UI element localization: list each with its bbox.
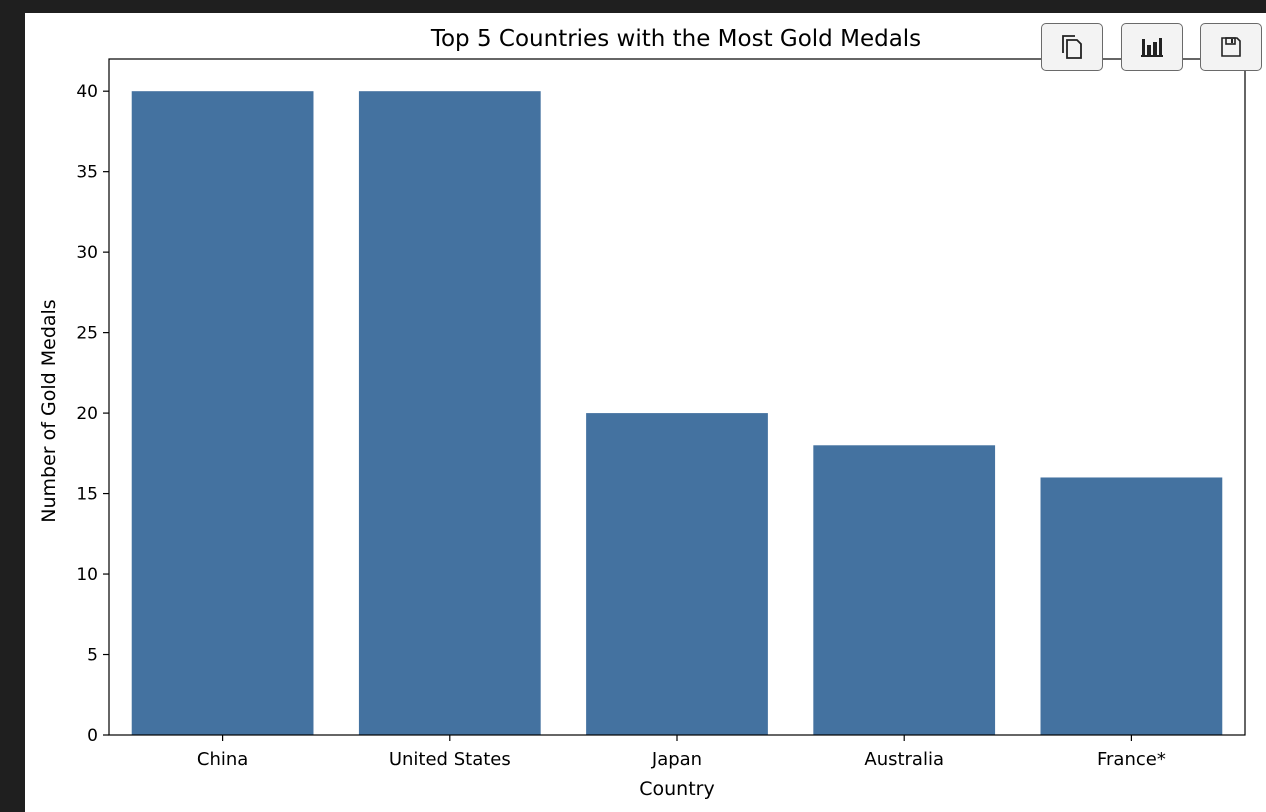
bar: [131, 91, 314, 735]
x-tick-label: China: [197, 749, 248, 770]
y-tick-label: 35: [76, 163, 98, 183]
plot-area: 0 5 10 15 20 25 30 35 40 China United States Japan A…: [76, 58, 1246, 770]
y-tick-label: 25: [76, 324, 98, 344]
figure-canvas: Top 5 Countries with the Most Gold Medal…: [25, 13, 1266, 812]
x-tick-label: Japan: [651, 749, 702, 770]
bar: [586, 413, 768, 735]
x-tick-label: France*: [1097, 749, 1166, 770]
y-tick-label: 10: [76, 565, 98, 585]
y-tick-label: 30: [76, 243, 98, 263]
y-tick-label: 15: [76, 485, 98, 505]
bar-chart-icon: [1141, 38, 1163, 57]
x-tick-label: Australia: [864, 749, 944, 770]
copy-button[interactable]: [1041, 23, 1103, 71]
y-tick-label: 40: [76, 82, 98, 102]
chart-title: Top 5 Countries with the Most Gold Medal…: [430, 26, 921, 52]
bar: [1040, 477, 1223, 735]
x-tick-label: United States: [389, 749, 511, 770]
copy-icon: [1062, 35, 1082, 59]
y-tick-label: 5: [87, 646, 98, 666]
y-tick-label: 20: [76, 404, 98, 424]
save-button[interactable]: [1200, 23, 1262, 71]
bar-chart: Top 5 Countries with the Most Gold Medal…: [38, 26, 1246, 800]
bar: [358, 91, 541, 735]
chart-view-button[interactable]: [1121, 23, 1183, 71]
bar: [813, 445, 996, 735]
save-icon: [1221, 37, 1241, 57]
x-axis-label: Country: [639, 778, 714, 800]
y-axis-label: Number of Gold Medals: [38, 299, 60, 522]
y-tick-label: 0: [87, 726, 98, 746]
